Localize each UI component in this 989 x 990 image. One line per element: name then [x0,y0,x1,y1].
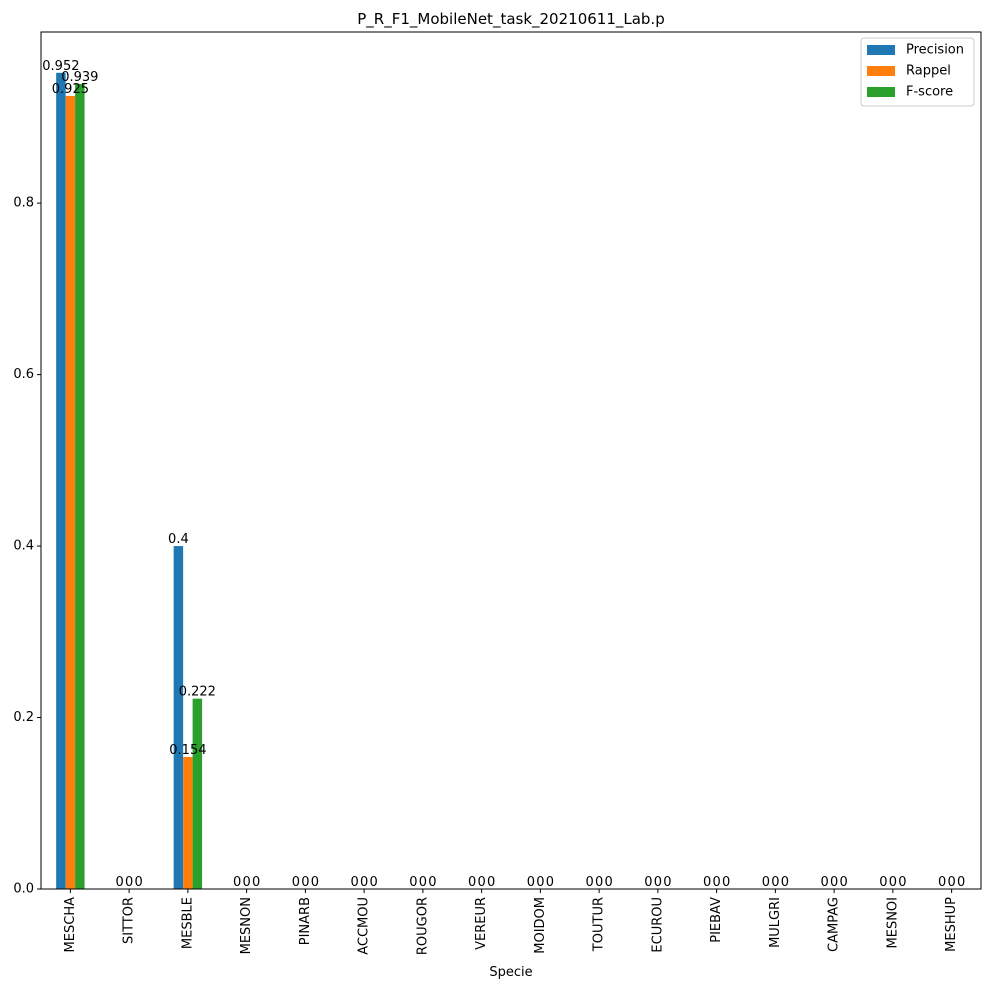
value-label: 0 [586,875,594,890]
value-label: 0.222 [179,685,216,700]
value-label: 0 [351,875,359,890]
y-tick-label: 0.6 [13,367,34,382]
value-label: 0 [546,875,554,890]
value-label: 0 [830,875,838,890]
legend-label: F-score [906,85,953,100]
value-label: 0 [654,875,662,890]
plot-frame [40,31,982,890]
value-label: 0 [644,875,652,890]
x-axis: MESCHA SITTOR MESBLE MESNON PINARB ACCMOU ROUG… [63,889,959,955]
value-label: 0 [419,875,427,890]
value-label: 0 [527,875,535,890]
value-label: 0 [311,875,319,890]
x-tick-label: PIEBAV [709,897,724,943]
value-label: 0 [369,875,377,890]
x-tick-label: PINARB [298,897,313,945]
value-label: 0 [242,875,250,890]
value-label: 0.952 [42,59,79,74]
legend: Precision Rappel F-score [860,37,975,107]
y-axis: 0.0 0.2 0.4 0.6 0.8 [13,196,41,897]
x-tick-label: ACCMOU [357,897,372,955]
legend-label: Precision [906,43,964,58]
value-label: 0.925 [52,82,89,97]
y-tick-label: 0.2 [13,710,34,725]
value-label: 0 [889,875,897,890]
bar-rappel-mescha [65,95,76,889]
value-label: 0 [301,875,309,890]
x-axis-label: Specie [489,965,532,980]
x-tick-label: MESNOI [885,897,900,948]
value-label: 0 [292,875,300,890]
value-label: 0 [898,875,906,890]
y-tick-label: 0.0 [13,882,34,897]
value-label: 0 [762,875,770,890]
x-tick-label: ROUGOR [415,897,430,955]
value-label: 0 [879,875,887,890]
bars-layer [56,72,203,889]
value-label: 0 [771,875,779,890]
value-label: 0 [595,875,603,890]
value-label: 0 [781,875,789,890]
x-tick-label: MULGRI [768,897,783,948]
value-label: 0 [938,875,946,890]
bar-f-score-mescha [75,83,85,889]
value-label: 0 [409,875,417,890]
x-tick-label: MOIDOM [533,897,548,954]
x-tick-label: MESCHA [63,897,78,953]
chart-title: P_R_F1_MobileNet_task_20210611_Lab.p [357,10,664,29]
x-tick-label: VEREUR [474,897,489,950]
value-label: 0 [360,875,368,890]
value-label: 0.939 [61,70,98,85]
bar-rappel-mesble [183,756,193,889]
value-label: 0 [116,875,124,890]
y-tick-label: 0.4 [13,539,34,554]
value-label: 0.154 [169,743,206,758]
legend-swatch-rappel [867,66,895,76]
value-label: 0 [134,875,142,890]
value-label: 0 [477,875,485,890]
value-label: 0 [703,875,711,890]
x-tick-label: CAMPAG [827,897,842,952]
value-label: 0 [252,875,260,890]
x-tick-label: MESNON [239,897,254,954]
value-label: 0 [604,875,612,890]
bar-f-score-mesble [192,698,203,889]
value-label: 0 [957,875,965,890]
value-label: 0 [839,875,847,890]
value-label: 0 [821,875,829,890]
value-label: 0 [536,875,544,890]
value-label: 0 [233,875,241,890]
value-label: 0 [722,875,730,890]
value-label: 0 [947,875,955,890]
x-tick-label: TOUTUR [592,897,607,952]
x-tick-label: ECUROU [650,897,665,953]
bar-precision-mesble [173,546,184,889]
value-label: 0.4 [168,532,189,547]
x-tick-label: SITTOR [122,897,137,944]
legend-swatch-f-score [867,87,895,97]
y-tick-label: 0.8 [13,196,34,211]
value-label: 0 [663,875,671,890]
value-label: 0 [712,875,720,890]
value-label: 0 [487,875,495,890]
bar-precision-mescha [56,72,66,889]
legend-swatch-precision [867,45,895,55]
value-label: 0 [428,875,436,890]
x-tick-label: MESHUP [944,897,959,952]
legend-label: Rappel [906,64,951,79]
value-label: 0 [468,875,476,890]
value-label: 0 [125,875,133,890]
x-tick-label: MESBLE [180,897,195,949]
